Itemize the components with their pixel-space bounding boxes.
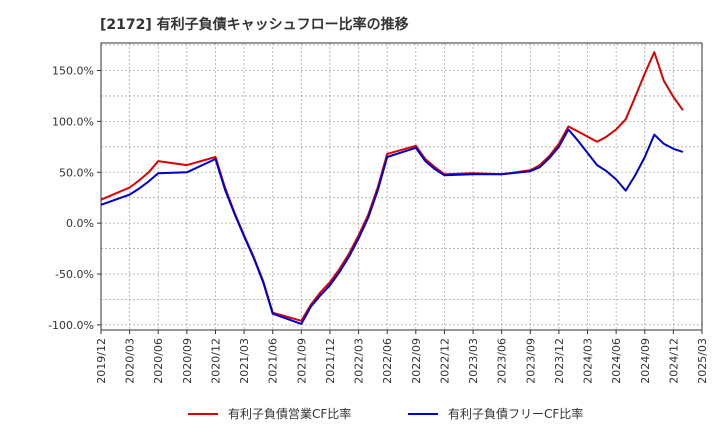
x-tick-label: 2025/03 bbox=[696, 338, 709, 384]
x-tick-label: 2024/09 bbox=[639, 338, 652, 384]
legend-label-2: 有利子負債フリーCF比率 bbox=[448, 406, 583, 421]
y-tick-label: 50.0% bbox=[59, 166, 94, 179]
x-tick-label: 2021/12 bbox=[324, 338, 337, 384]
x-tick-label: 2022/06 bbox=[381, 338, 394, 384]
y-tick-label: 0.0% bbox=[66, 217, 94, 230]
x-tick-label: 2023/09 bbox=[524, 338, 537, 384]
x-tick-label: 2022/09 bbox=[410, 338, 423, 384]
x-tick-label: 2023/12 bbox=[553, 338, 566, 384]
x-tick-label: 2020/09 bbox=[181, 338, 194, 384]
x-tick-label: 2024/06 bbox=[610, 338, 623, 384]
x-tick-label: 2021/09 bbox=[295, 338, 308, 384]
plot-frame bbox=[100, 42, 703, 331]
x-tick-label: 2023/03 bbox=[467, 338, 480, 384]
x-tick-label: 2021/06 bbox=[267, 338, 280, 384]
plot-area bbox=[101, 43, 702, 330]
x-tick-label: 2019/12 bbox=[95, 338, 108, 384]
x-tick-label: 2020/03 bbox=[124, 338, 137, 384]
x-tick-label: 2021/03 bbox=[238, 338, 251, 384]
x-tick-label: 2024/03 bbox=[582, 338, 595, 384]
y-tick-label: 100.0% bbox=[52, 115, 94, 128]
legend-label-1: 有利子負債営業CF比率 bbox=[228, 406, 351, 421]
x-tick-label: 2020/06 bbox=[152, 338, 165, 384]
chart-title: [2172] 有利子負債キャッシュフロー比率の推移 bbox=[100, 17, 409, 33]
y-tick-label: -50.0% bbox=[55, 268, 94, 281]
x-tick-label: 2023/06 bbox=[496, 338, 509, 384]
series-line-2 bbox=[100, 128, 684, 325]
x-tick-label: 2024/12 bbox=[667, 338, 680, 384]
y-tick-label: -100.0% bbox=[48, 319, 94, 332]
x-tick-label: 2022/03 bbox=[353, 338, 366, 384]
y-tick-label: 150.0% bbox=[52, 64, 94, 77]
x-tick-label: 2020/12 bbox=[209, 338, 222, 384]
x-tick-label: 2022/12 bbox=[438, 338, 451, 384]
